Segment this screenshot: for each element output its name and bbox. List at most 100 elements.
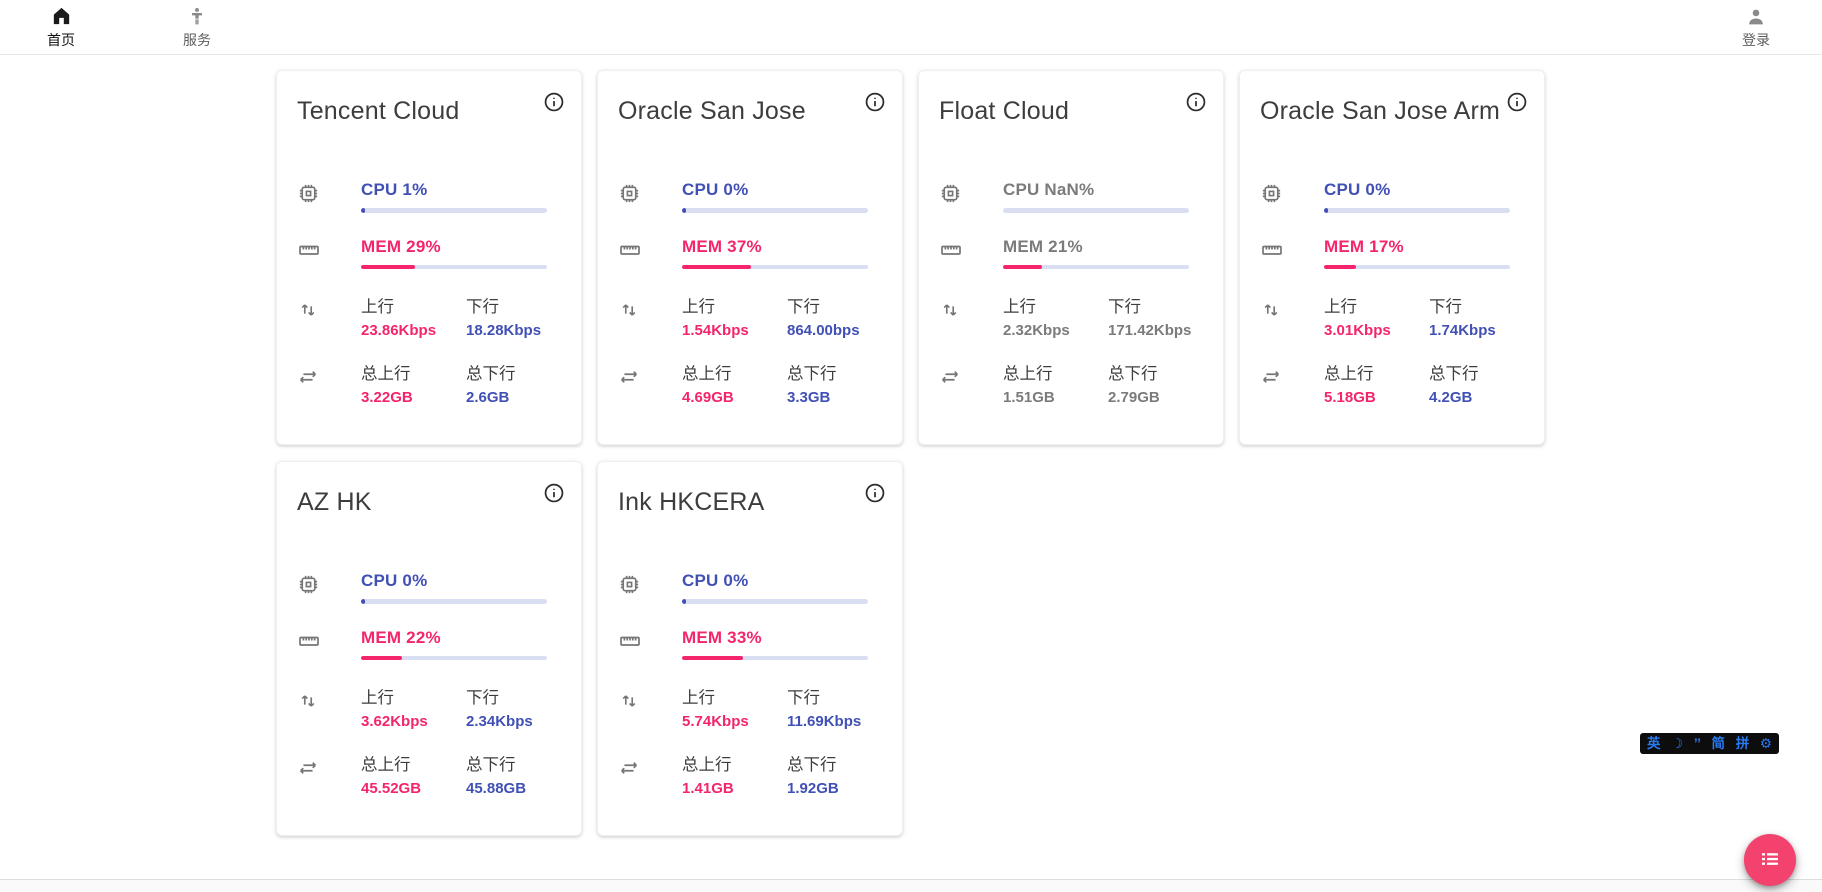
ime-simplified-toggle[interactable]: 简 (1711, 735, 1726, 751)
info-icon[interactable] (1184, 91, 1208, 115)
server-stats: CPU 0% MEM 17% (1260, 180, 1524, 406)
total-upload: 总上行 45.52GB (361, 751, 466, 797)
cpu-progress-bar (1324, 208, 1510, 213)
total-download: 总下行 3.3GB (787, 360, 892, 406)
total-upload: 总上行 1.51GB (1003, 360, 1108, 406)
total-download-label: 总下行 (787, 756, 837, 774)
upload-speed: 上行 3.01Kbps (1324, 293, 1429, 339)
total-upload-label: 总上行 (361, 365, 411, 383)
nav-item-home[interactable]: 首页 (33, 4, 89, 50)
server-list-fab[interactable] (1744, 834, 1796, 886)
total-upload-label: 总上行 (682, 365, 732, 383)
server-stats: CPU 1% MEM 29% (297, 180, 561, 406)
download-speed: 下行 18.28Kbps (466, 293, 571, 339)
upload-label: 上行 (1003, 298, 1036, 316)
total-upload-value: 3.22GB (361, 389, 413, 406)
total-download: 总下行 2.6GB (466, 360, 571, 406)
cpu-chip-icon (297, 182, 331, 210)
mem-progress-bar (682, 264, 868, 269)
total-download-label: 总下行 (466, 756, 516, 774)
mem-row: MEM 22% (297, 628, 561, 660)
total-download-value: 3.3GB (787, 389, 831, 406)
mem-metric: MEM 17% (1324, 237, 1524, 269)
speed-columns: 上行 23.86Kbps 下行 18.28Kbps (361, 293, 571, 339)
upload-speed: 上行 3.62Kbps (361, 684, 466, 730)
upload-label: 上行 (1324, 298, 1357, 316)
upload-label: 上行 (682, 298, 715, 316)
mem-progress-bar (1003, 264, 1189, 269)
server-stats: CPU 0% MEM 22% (297, 571, 561, 797)
mem-progress-bar (682, 655, 868, 660)
total-download: 总下行 2.79GB (1108, 360, 1213, 406)
server-name: AZ HK (297, 488, 372, 516)
mem-usage-label: MEM 21% (1003, 236, 1083, 256)
total-download: 总下行 45.88GB (466, 751, 571, 797)
mem-progress-bar (1324, 264, 1510, 269)
cpu-metric: CPU 0% (682, 571, 882, 604)
swap-arrows-icon (297, 751, 331, 784)
cpu-usage-label: CPU 0% (361, 571, 428, 590)
total-upload: 总上行 3.22GB (361, 360, 466, 406)
up-down-arrows-icon (297, 293, 331, 326)
total-upload-label: 总上行 (1324, 365, 1374, 383)
upload-value: 3.62Kbps (361, 713, 428, 730)
memory-ruler-icon (297, 238, 331, 267)
total-download: 总下行 1.92GB (787, 751, 892, 797)
speed-columns: 上行 1.54Kbps 下行 864.00bps (682, 293, 892, 339)
ime-punctuation-toggle[interactable]: ’’ (1693, 735, 1701, 751)
ime-language-toggle[interactable]: 英 (1647, 735, 1661, 751)
download-speed: 下行 2.34Kbps (466, 684, 571, 730)
gear-icon[interactable]: ⚙ (1759, 735, 1772, 751)
server-card: AZ HK CPU 0% (276, 461, 582, 836)
mem-metric: MEM 21% (1003, 236, 1203, 269)
total-row: 总上行 1.41GB 总下行 1.92GB (618, 751, 882, 797)
swap-arrows-icon (939, 360, 973, 393)
ime-scheme-toggle[interactable]: 拼 (1735, 735, 1750, 751)
mem-row: MEM 29% (297, 236, 561, 269)
info-icon[interactable] (542, 482, 566, 506)
ime-toolbar[interactable]: 英 ☽ ’’ 简 拼 ⚙ (1640, 733, 1779, 754)
upload-value: 2.32Kbps (1003, 322, 1070, 339)
info-icon[interactable] (863, 482, 887, 506)
info-icon[interactable] (1505, 91, 1529, 115)
total-upload: 总上行 1.41GB (682, 751, 787, 797)
cpu-chip-icon (618, 573, 652, 601)
info-icon[interactable] (542, 91, 566, 115)
download-speed: 下行 864.00bps (787, 293, 892, 339)
server-stats: CPU 0% MEM 37% (618, 180, 882, 406)
memory-ruler-icon (1260, 238, 1294, 267)
server-name: Oracle San Jose Arm (1260, 97, 1501, 125)
download-value: 11.69Kbps (787, 713, 862, 730)
swap-arrows-icon (618, 751, 652, 784)
cpu-progress-bar (1003, 208, 1189, 213)
up-down-arrows-icon (939, 293, 973, 326)
total-upload-value: 4.69GB (682, 389, 734, 406)
mem-usage-label: MEM 29% (361, 236, 441, 256)
total-upload-value: 1.51GB (1003, 389, 1055, 406)
total-download-label: 总下行 (787, 365, 837, 383)
upload-label: 上行 (361, 689, 394, 707)
nav-item-login[interactable]: 登录 (1728, 4, 1784, 50)
server-stats: CPU NaN% MEM 21% (939, 180, 1203, 406)
mem-progress-bar (361, 655, 547, 660)
download-value: 18.28Kbps (466, 322, 542, 339)
moon-icon[interactable]: ☽ (1671, 735, 1684, 751)
cpu-metric: CPU 0% (682, 180, 882, 213)
download-label: 下行 (787, 298, 820, 316)
mem-row: MEM 33% (618, 628, 882, 660)
memory-ruler-icon (618, 238, 652, 267)
nav-item-services[interactable]: 服务 (169, 4, 225, 50)
cpu-usage-label: CPU 0% (682, 571, 749, 590)
total-upload-value: 1.41GB (682, 780, 734, 797)
cpu-progress-bar (682, 599, 868, 604)
server-cards-grid: Tencent Cloud CPU 1% (276, 55, 1546, 836)
speed-columns: 上行 3.62Kbps 下行 2.34Kbps (361, 684, 571, 730)
info-icon[interactable] (863, 91, 887, 115)
upload-speed: 上行 23.86Kbps (361, 293, 466, 339)
cpu-chip-icon (297, 573, 331, 601)
speed-columns: 上行 2.32Kbps 下行 171.42Kbps (1003, 293, 1213, 339)
total-columns: 总上行 3.22GB 总下行 2.6GB (361, 360, 571, 406)
top-navbar: 首页 服务 登录 (0, 0, 1822, 55)
swap-arrows-icon (618, 360, 652, 393)
mem-row: MEM 17% (1260, 237, 1524, 269)
